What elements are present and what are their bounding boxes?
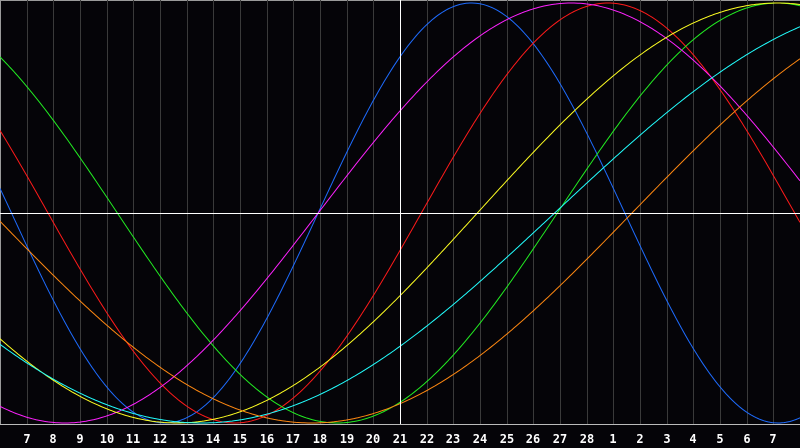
x-tick-label: 25 [500,432,514,446]
x-tick-label: 9 [76,432,83,446]
x-tick-label: 6 [743,432,750,446]
x-tick-label: 4 [689,432,696,446]
x-tick-label: 12 [153,432,167,446]
x-tick-label: 7 [23,432,30,446]
x-tick-label: 28 [580,432,594,446]
x-tick-label: 14 [206,432,220,446]
x-tick-label: 18 [313,432,327,446]
x-tick-label: 17 [286,432,300,446]
x-tick-label: 27 [553,432,567,446]
x-tick-label: 10 [100,432,114,446]
x-tick-label: 8 [49,432,56,446]
x-tick-label: 1 [609,432,616,446]
x-tick-label: 13 [180,432,194,446]
x-tick-label: 26 [526,432,540,446]
x-tick-label: 22 [420,432,434,446]
x-tick-label: 23 [446,432,460,446]
x-tick-label: 2 [636,432,643,446]
x-tick-label: 7 [769,432,776,446]
x-tick-label: 19 [340,432,354,446]
x-tick-label: 20 [366,432,380,446]
x-tick-label: 15 [233,432,247,446]
x-tick-label: 21 [393,432,407,446]
x-tick-label: 11 [126,432,140,446]
x-tick-label: 24 [473,432,487,446]
x-tick-label: 16 [260,432,274,446]
x-tick-label: 5 [716,432,723,446]
x-tick-label: 3 [663,432,670,446]
